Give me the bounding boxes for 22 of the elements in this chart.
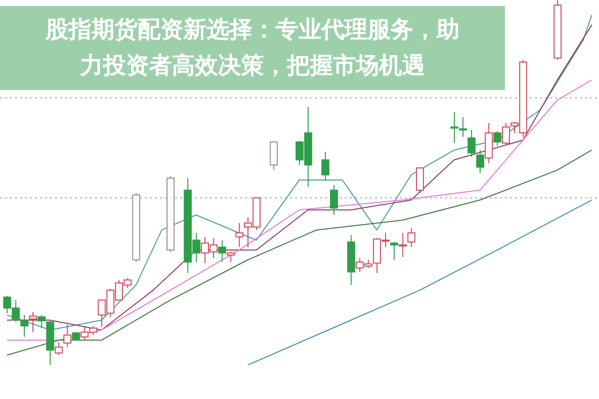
candlestick	[235, 222, 244, 248]
candlestick	[407, 228, 416, 248]
candlestick	[398, 232, 407, 258]
candlestick	[390, 241, 398, 260]
candlestick	[226, 251, 235, 263]
candlestick	[502, 122, 510, 146]
candlestick	[63, 324, 72, 348]
candlestick	[330, 184, 338, 216]
candlestick	[493, 130, 502, 146]
candlestick	[458, 116, 467, 138]
candlestick	[28, 312, 37, 333]
candlestick	[218, 240, 226, 263]
candlestick	[476, 150, 484, 174]
candlestick	[468, 129, 476, 158]
candlestick	[270, 141, 278, 171]
candlestick	[54, 342, 63, 356]
candlestick	[416, 166, 424, 194]
candlestick	[20, 314, 28, 338]
banner-panel: 股指期货配资新选择：专业代理服务，助力投资者高效决策，把握市场机遇	[0, 6, 505, 90]
candlestick	[450, 112, 458, 144]
candlestick	[38, 314, 46, 329]
candlestick	[321, 151, 330, 180]
